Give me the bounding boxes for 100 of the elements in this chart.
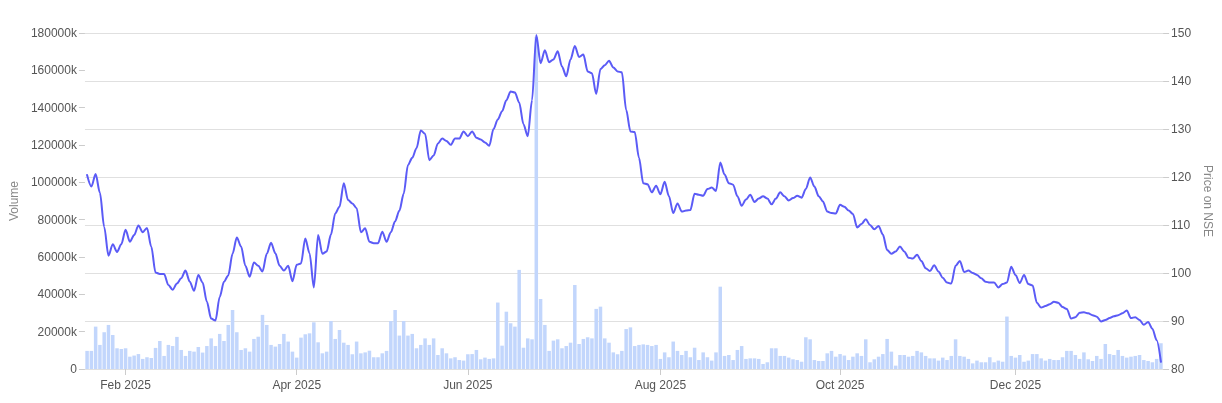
y2-tick-label: 120 [1171, 170, 1192, 184]
x-tick-label: Apr 2025 [272, 378, 322, 392]
y-tick-label: 60000k [37, 250, 78, 264]
y-tick-label: 20000k [37, 324, 78, 339]
y-tick-label: 160000k [30, 63, 78, 78]
bar [761, 363, 765, 369]
y2-tick-label: 100 [1171, 266, 1192, 280]
x-tick-label: Aug 2025 [634, 378, 687, 392]
bar [1018, 355, 1022, 369]
bar [1069, 350, 1073, 369]
y-tick-label: 40000k [37, 287, 78, 302]
bar [1095, 355, 1099, 369]
bar [838, 354, 842, 369]
bar [748, 358, 752, 369]
bar [962, 356, 966, 369]
bar [252, 338, 256, 369]
y-tick-label: 80000k [37, 212, 78, 227]
bar [928, 358, 932, 369]
bar [902, 355, 906, 369]
bar [158, 341, 162, 369]
bar [1146, 360, 1150, 369]
bar [282, 333, 286, 369]
bar [299, 337, 303, 369]
bar [423, 338, 427, 369]
y-tick-label: 120000k [30, 138, 78, 152]
y2-tick-label: 110 [1171, 218, 1191, 232]
bar [145, 357, 149, 369]
bar [487, 358, 491, 369]
bar [410, 333, 414, 369]
bar [1039, 358, 1043, 369]
bar [898, 355, 902, 369]
x-tick-label: Oct 2025 [815, 378, 865, 392]
bar [932, 358, 936, 369]
y-tick-label: 180000k [30, 26, 78, 40]
bar [970, 363, 975, 369]
bar [1082, 352, 1086, 369]
bar [85, 350, 89, 369]
y2-tick-label: 90 [1171, 314, 1185, 328]
y2-tick-label: 140 [1171, 74, 1192, 88]
bar [911, 355, 915, 369]
bar [607, 342, 611, 369]
bar [496, 302, 500, 369]
bar [988, 357, 992, 369]
bar [1035, 354, 1039, 369]
bar [440, 348, 444, 369]
bar [175, 336, 179, 369]
bar [517, 269, 521, 369]
bar [132, 355, 136, 369]
bar [637, 344, 641, 369]
y2-tick-label: 150 [1171, 26, 1192, 40]
bar [209, 338, 213, 369]
y-tick-label: 100000k [30, 175, 78, 190]
bar [804, 337, 808, 369]
line-series [86, 33, 1162, 363]
bar [594, 308, 598, 369]
bar [393, 310, 397, 369]
bar [376, 357, 380, 369]
y2-tick-label: 130 [1171, 122, 1192, 136]
bar [1005, 316, 1009, 369]
x-tick-label: Jun 2025 [443, 378, 493, 392]
bar [727, 355, 731, 369]
bar [363, 352, 367, 369]
bar [312, 322, 316, 369]
bar [885, 338, 889, 369]
bar [573, 285, 577, 369]
y2-axis-title: Price on NSE [1201, 164, 1215, 238]
bar [791, 359, 795, 369]
bar [979, 362, 983, 369]
bar [680, 355, 684, 369]
bar [624, 329, 628, 369]
bar [825, 353, 829, 369]
x-tick-label: Feb 2025 [100, 378, 152, 392]
bar [329, 321, 333, 369]
bar [654, 344, 658, 369]
bar [684, 350, 688, 369]
bar [808, 339, 812, 369]
bar [1052, 360, 1056, 369]
bar [650, 346, 654, 369]
bar [525, 338, 530, 369]
bar [1129, 356, 1133, 369]
bar [346, 344, 350, 369]
bar [851, 356, 855, 369]
y-axis-title: Volume [7, 180, 21, 222]
bar [453, 357, 457, 369]
bar [564, 346, 569, 369]
bar [855, 353, 859, 369]
bar [757, 358, 761, 369]
bar [1116, 349, 1120, 369]
bar [774, 348, 778, 369]
bar [470, 354, 474, 369]
bar [975, 360, 979, 369]
bar [671, 341, 675, 369]
x-tick-label: Dec 2025 [989, 378, 1042, 392]
y2-tick-label: 80 [1171, 362, 1185, 376]
y-tick-label: 140000k [30, 100, 78, 115]
bar [915, 350, 919, 369]
bar [945, 360, 949, 369]
bar [192, 351, 196, 369]
bar [701, 352, 705, 369]
bar [483, 357, 487, 369]
